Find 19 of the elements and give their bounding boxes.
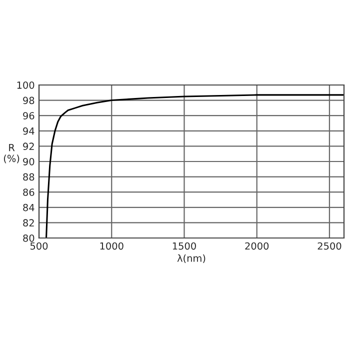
y-tick-label: 92 — [23, 142, 34, 150]
y-tick-label: 88 — [23, 173, 34, 181]
x-axis-title: λ(nm) — [177, 254, 206, 264]
x-tick-label: 1000 — [100, 242, 124, 250]
y-tick-label: 90 — [23, 158, 34, 166]
y-tick-label: 86 — [23, 188, 34, 196]
y-tick-label: 94 — [23, 127, 34, 135]
y-tick-label: 98 — [23, 96, 34, 104]
y-tick-label: 82 — [23, 219, 34, 227]
x-tick-label: 2500 — [318, 242, 342, 250]
y-tick-label: 100 — [17, 81, 34, 89]
x-tick-label: 500 — [30, 242, 48, 250]
y-tick-label: 96 — [23, 112, 34, 120]
y-tick-label: 84 — [23, 204, 34, 212]
y-axis-title: R (%) — [4, 144, 20, 164]
y-tick-label: 80 — [23, 234, 34, 242]
x-tick-label: 1500 — [172, 242, 196, 250]
x-tick-label: 2000 — [245, 242, 269, 250]
line-series — [45, 94, 344, 238]
